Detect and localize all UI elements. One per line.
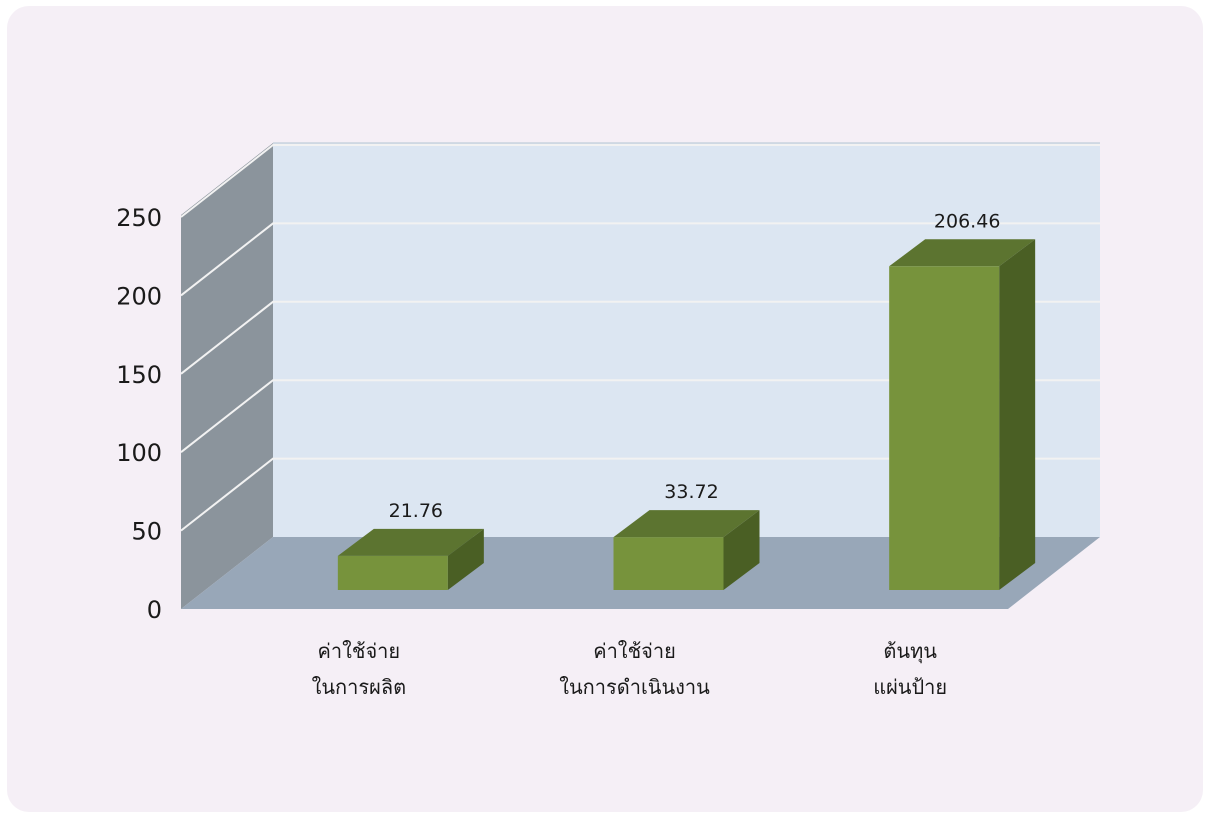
- bar-front: [613, 537, 724, 590]
- x-category-label: ค่าใช้จ่าย: [318, 639, 401, 663]
- data-label: 206.46: [934, 210, 1000, 232]
- bars: [337, 239, 1036, 590]
- bar-side: [999, 239, 1036, 590]
- side-wall: [181, 143, 273, 609]
- bar-front: [337, 555, 448, 590]
- y-tick-label: 200: [116, 282, 162, 310]
- y-tick-label: 0: [147, 596, 162, 624]
- y-tick-label: 100: [116, 439, 162, 467]
- x-category-label: ต้นทุน: [883, 639, 937, 664]
- gridline: [180, 300, 1100, 375]
- bar-top: [337, 528, 484, 556]
- x-category-label: ค่าใช้จ่าย: [593, 639, 676, 663]
- gridline: [180, 457, 1100, 532]
- y-tick-label: 150: [116, 361, 162, 389]
- data-label: 33.72: [664, 481, 718, 503]
- bar: [613, 510, 760, 590]
- bar-top: [613, 510, 760, 538]
- bar-front: [889, 266, 1000, 590]
- data-labels: 21.76 33.72 206.46: [389, 210, 1001, 522]
- gridline: [180, 222, 1100, 297]
- y-tick-label: 50: [131, 518, 162, 546]
- y-tick-label: 250: [116, 204, 162, 232]
- bar-top: [889, 239, 1036, 267]
- data-label: 21.76: [389, 500, 443, 522]
- bar-side: [723, 510, 760, 590]
- x-category-label: แผ่นป้าย: [873, 675, 947, 699]
- bar-side: [447, 528, 484, 590]
- gridline: [180, 144, 1100, 218]
- bar: [337, 528, 484, 590]
- bar: [889, 239, 1036, 590]
- gridlines: [180, 144, 1100, 532]
- y-axis-ticks: 0 50 100 150 200 250: [116, 204, 162, 624]
- gridline: [180, 379, 1100, 453]
- x-category-label: ในการผลิต: [312, 675, 406, 699]
- x-category-label: ในการดำเนินงาน: [559, 675, 710, 699]
